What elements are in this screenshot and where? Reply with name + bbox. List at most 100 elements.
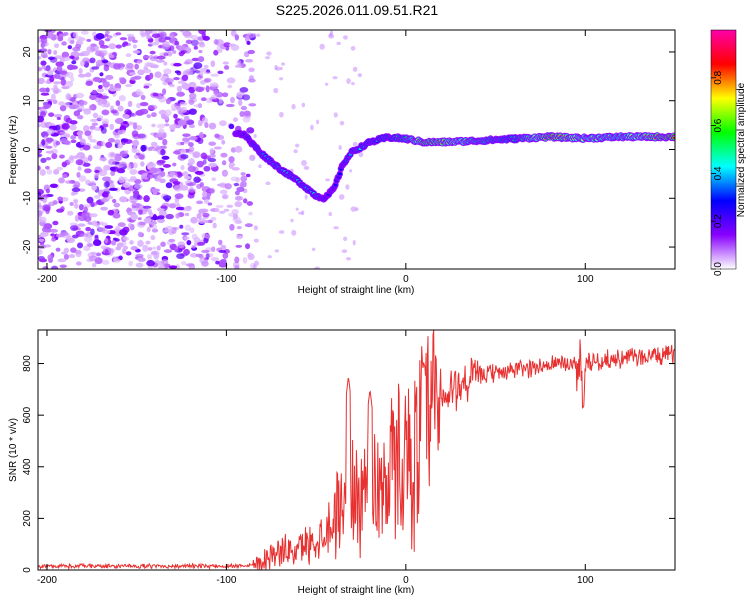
noise-cell xyxy=(265,181,271,186)
noise-cell xyxy=(188,158,195,165)
noise-cell xyxy=(38,115,45,123)
noise-cell xyxy=(43,223,53,230)
noise-cell xyxy=(105,141,113,149)
noise-cell xyxy=(218,210,226,214)
noise-cell xyxy=(149,50,156,55)
noise-cell xyxy=(49,76,55,83)
noise-cell xyxy=(210,256,220,262)
noise-cell xyxy=(130,200,137,204)
noise-cell xyxy=(126,163,132,171)
noise-cell xyxy=(248,211,253,216)
noise-cell xyxy=(136,195,143,201)
noise-cell xyxy=(94,169,100,173)
noise-cell xyxy=(164,123,170,127)
noise-cell xyxy=(351,82,355,86)
noise-cell xyxy=(182,137,190,142)
noise-cell xyxy=(59,264,67,268)
noise-cell xyxy=(184,212,190,217)
spectrogram-y-tick-label: 20 xyxy=(22,46,33,58)
noise-cell xyxy=(136,102,141,109)
noise-cell xyxy=(158,37,167,43)
noise-cell xyxy=(38,248,43,256)
noise-cell xyxy=(128,260,134,267)
noise-cell xyxy=(80,100,88,106)
noise-cell xyxy=(122,245,129,250)
noise-cell xyxy=(162,229,168,233)
noise-cell xyxy=(127,100,133,108)
noise-cell xyxy=(230,176,238,182)
noise-cell xyxy=(130,246,139,251)
noise-cell xyxy=(76,131,84,136)
noise-cell xyxy=(192,151,201,159)
noise-cell xyxy=(165,98,172,105)
noise-cell xyxy=(319,43,325,50)
noise-cell xyxy=(157,217,165,224)
noise-cell xyxy=(38,204,43,210)
noise-cell xyxy=(46,128,55,135)
noise-cell xyxy=(218,259,227,267)
noise-cell xyxy=(70,135,77,140)
snr-marks xyxy=(38,330,675,570)
noise-cell xyxy=(338,145,342,150)
noise-cell xyxy=(183,115,190,122)
noise-cell xyxy=(117,143,123,149)
noise-cell xyxy=(99,221,104,225)
noise-cell xyxy=(89,139,97,143)
noise-cell xyxy=(182,30,192,37)
noise-cell xyxy=(64,101,70,108)
noise-cell xyxy=(218,98,223,104)
noise-cell xyxy=(60,78,67,86)
snr-panel: -200 -100 0 100 0 200 400 600 800 Height of stra… xyxy=(8,329,676,596)
noise-cell xyxy=(112,212,121,219)
noise-cell xyxy=(143,195,150,203)
noise-cell xyxy=(178,45,186,51)
noise-cell xyxy=(196,200,204,205)
noise-cell xyxy=(196,183,202,190)
noise-cell xyxy=(115,100,121,107)
noise-cell xyxy=(73,199,78,204)
noise-cell xyxy=(187,188,196,193)
noise-cell xyxy=(342,35,348,40)
noise-cell xyxy=(59,131,67,136)
noise-cell xyxy=(264,56,271,60)
noise-cell xyxy=(228,123,235,130)
noise-cell xyxy=(234,145,243,153)
noise-cell xyxy=(188,124,195,129)
noise-cell xyxy=(185,263,195,267)
noise-cell xyxy=(290,218,294,223)
noise-cell xyxy=(147,208,153,215)
noise-cell xyxy=(93,127,102,131)
noise-cell xyxy=(75,154,81,159)
noise-cell xyxy=(213,49,219,56)
noise-cell xyxy=(132,139,140,147)
noise-cell xyxy=(79,233,88,238)
noise-cell xyxy=(70,139,77,144)
noise-cell xyxy=(107,151,117,159)
noise-cell xyxy=(40,37,48,44)
noise-cell xyxy=(190,34,199,41)
noise-cell xyxy=(150,112,157,118)
noise-cell xyxy=(180,165,185,171)
noise-cell xyxy=(162,195,172,201)
noise-cell xyxy=(162,88,167,95)
noise-cell xyxy=(291,103,296,110)
noise-cell xyxy=(176,85,182,93)
noise-cell xyxy=(55,61,64,67)
noise-cell xyxy=(108,54,115,59)
noise-cell xyxy=(182,171,189,177)
noise-cell xyxy=(191,57,200,62)
noise-cell xyxy=(247,49,256,55)
spectrogram-x-axis-label: Height of straight line (km) xyxy=(298,285,415,296)
noise-cell xyxy=(243,198,248,204)
noise-cell xyxy=(303,165,310,170)
noise-cell xyxy=(118,76,126,82)
noise-cell xyxy=(214,208,220,213)
noise-cell xyxy=(188,99,195,105)
noise-cell xyxy=(191,245,196,249)
noise-cell xyxy=(61,41,67,46)
noise-cell xyxy=(79,138,86,146)
noise-cell xyxy=(64,180,73,184)
noise-cell xyxy=(56,116,61,120)
noise-cell xyxy=(275,66,281,71)
noise-cell xyxy=(213,39,219,45)
